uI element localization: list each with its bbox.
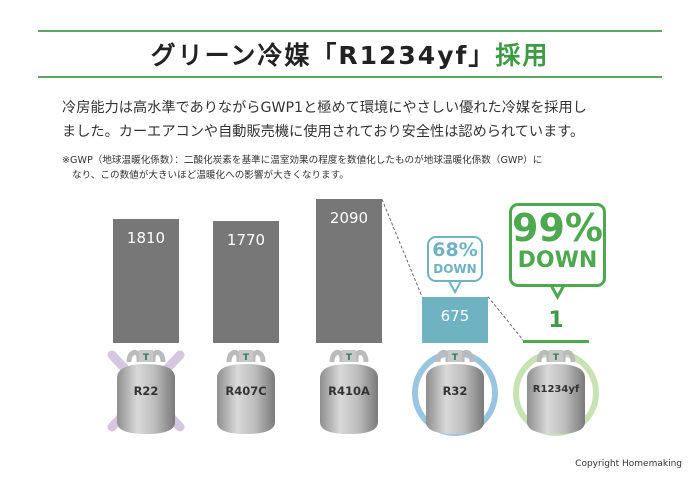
- bar-value-r410a: 2090: [329, 209, 369, 228]
- connector-r32-r1234yf: [487, 296, 524, 341]
- callout-tail-r1234yf: [550, 285, 565, 301]
- callout-down: DOWN: [433, 262, 477, 276]
- cylinder-r32: T R32: [418, 348, 492, 436]
- connector-r410a-r32: [381, 199, 423, 297]
- cylinder-r1234yf: T R1234yf: [519, 348, 593, 436]
- svg-text:T: T: [452, 353, 459, 363]
- cylinder-label: R22: [133, 384, 159, 398]
- cylinder-label: R407C: [225, 384, 267, 398]
- cylinder-label: R32: [442, 384, 468, 398]
- title-accent: 採用: [495, 41, 550, 70]
- cylinder-label: R1234yf: [532, 384, 580, 395]
- callout-tail-r32: [448, 280, 462, 295]
- cylinder-r410a: T R410A: [312, 348, 386, 436]
- svg-text:T: T: [553, 353, 560, 363]
- bar-r22: 1810: [113, 218, 179, 343]
- bar-value-r32: 675: [440, 306, 470, 325]
- note-line-1: ※GWP（地球温暖化係数）：二酸化炭素を基準に温室効果の程度を数値化したものが地…: [62, 155, 543, 166]
- bar-r407c: 1770: [213, 221, 279, 343]
- callout-down: DOWN: [517, 248, 598, 273]
- cylinder-r22: T R22: [109, 348, 183, 436]
- copyright: Copyright Homemaking: [575, 459, 682, 469]
- bar-r1234yf: [523, 340, 589, 343]
- intro-line-2: ました。カーエアコンや自動販売機に使用されており安全性は認められています。: [62, 124, 585, 140]
- bar-value-r1234yf: 1: [548, 308, 564, 333]
- svg-text:T: T: [346, 353, 353, 363]
- cylinder-r407c: T R407C: [209, 348, 283, 436]
- callout-percent: 68%: [432, 239, 478, 261]
- bar-r410a: 2090: [316, 199, 382, 343]
- callout-percent: 99%: [512, 206, 603, 250]
- bar-value-r407c: 1770: [226, 231, 266, 250]
- top-rule: [38, 30, 662, 32]
- note-line-2: なり、この数値が大きいほど温暖化への影響が大きくなります。: [72, 170, 349, 181]
- cylinder-label: R410A: [328, 384, 370, 398]
- bar-r32: 675: [422, 296, 488, 343]
- svg-text:T: T: [143, 353, 150, 363]
- bottom-rule: [38, 76, 662, 78]
- intro-line-1: 冷房能力は高水準でありながらGWP1と極めて環境にやさしい優れた冷媒を採用し: [62, 100, 587, 116]
- callout-r1234yf: 99% DOWN: [509, 203, 606, 287]
- page-title: グリーン冷媒「R1234yf」採用: [0, 36, 700, 72]
- callout-r32: 68% DOWN: [427, 236, 483, 282]
- svg-text:T: T: [243, 353, 250, 363]
- bar-value-r22: 1810: [126, 228, 166, 247]
- title-main: グリーン冷媒「R1234yf」: [150, 41, 496, 70]
